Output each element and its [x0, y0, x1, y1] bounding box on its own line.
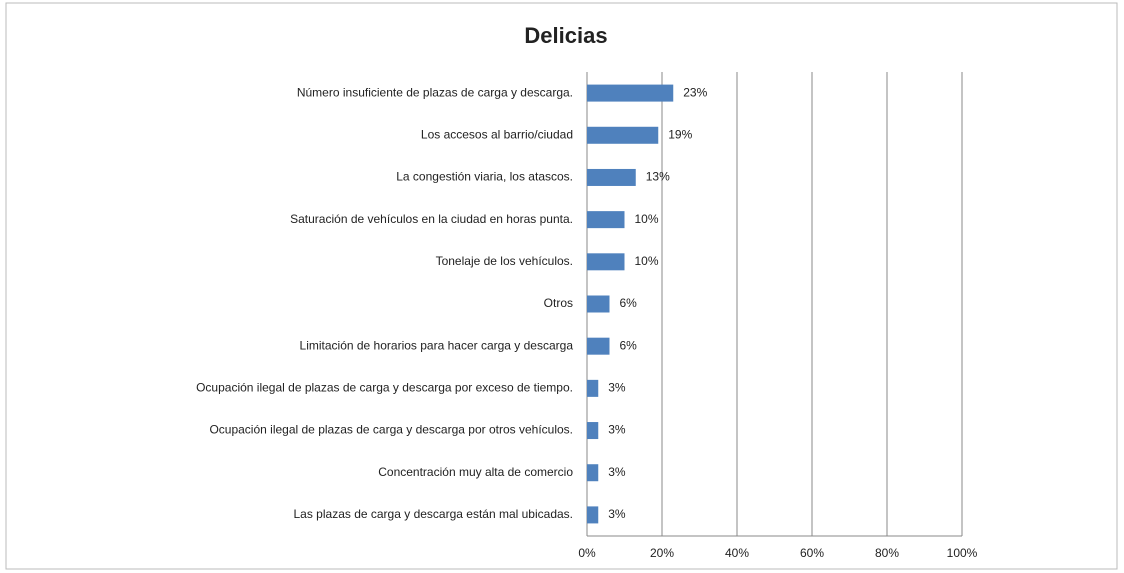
data-label: 19% — [668, 127, 692, 141]
data-label: 3% — [608, 381, 626, 395]
y-tick-label: La congestión viaria, los atascos. — [396, 170, 573, 184]
y-tick-label: Ocupación ilegal de plazas de carga y de… — [196, 381, 573, 395]
x-tick-label: 80% — [875, 546, 899, 560]
bar — [587, 379, 599, 397]
data-label: 10% — [635, 212, 659, 226]
bar — [587, 506, 599, 524]
bar — [587, 211, 625, 229]
data-label: 6% — [620, 338, 638, 352]
data-label: 3% — [608, 465, 626, 479]
y-tick-label: Otros — [544, 296, 573, 310]
x-tick-label: 60% — [800, 546, 824, 560]
y-tick-label: Tonelaje de los vehículos. — [436, 254, 573, 268]
bar — [587, 337, 610, 355]
chart-frame — [5, 2, 1118, 570]
y-tick-label: Concentración muy alta de comercio — [378, 465, 573, 479]
bar — [587, 253, 625, 271]
chart-title: Delicias — [524, 23, 607, 48]
data-label: 3% — [608, 507, 626, 521]
bar — [587, 126, 659, 144]
data-label: 10% — [635, 254, 659, 268]
x-tick-label: 100% — [947, 546, 978, 560]
y-tick-label: Las plazas de carga y descarga están mal… — [294, 507, 574, 521]
bar — [587, 168, 636, 186]
x-tick-label: 20% — [650, 546, 674, 560]
x-tick-label: 0% — [578, 546, 596, 560]
bar — [587, 422, 599, 440]
y-tick-label: Limitación de horarios para hacer carga … — [300, 338, 574, 352]
data-label: 13% — [646, 170, 670, 184]
data-label: 6% — [620, 296, 638, 310]
y-tick-label: Los accesos al barrio/ciudad — [421, 127, 573, 141]
y-tick-label: Ocupación ilegal de plazas de carga y de… — [209, 423, 573, 437]
data-label: 23% — [683, 85, 707, 99]
x-tick-label: 40% — [725, 546, 749, 560]
data-label: 3% — [608, 423, 626, 437]
y-tick-label: Saturación de vehículos en la ciudad en … — [290, 212, 573, 226]
bar — [587, 84, 674, 102]
bar — [587, 295, 610, 313]
bar — [587, 464, 599, 482]
y-tick-label: Número insuficiente de plazas de carga y… — [297, 85, 573, 99]
